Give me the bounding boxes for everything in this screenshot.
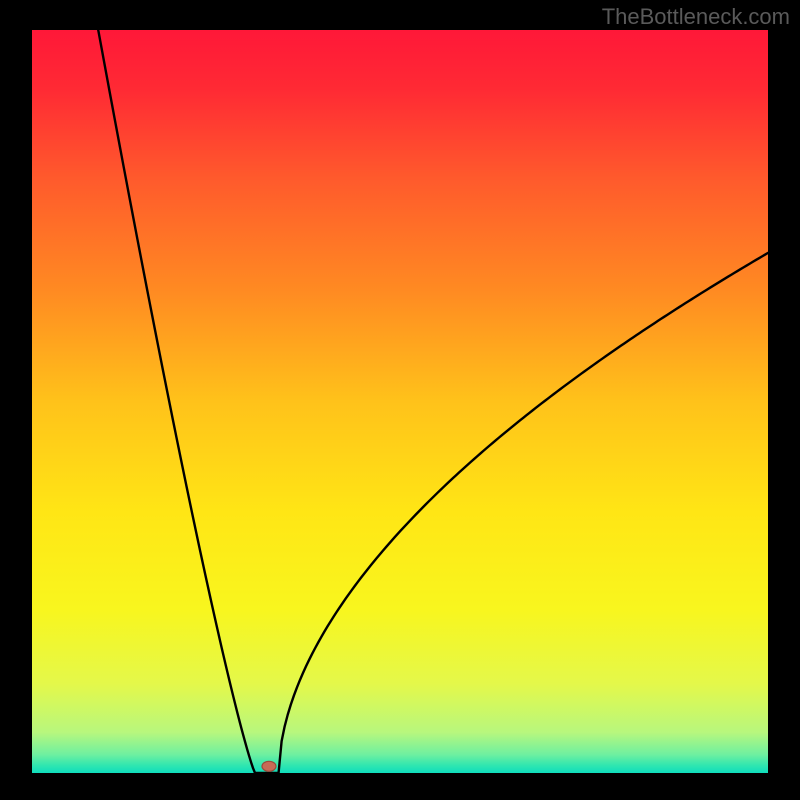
plot-area <box>32 30 768 773</box>
optimal-point-marker <box>262 761 276 771</box>
watermark-text: TheBottleneck.com <box>602 4 790 30</box>
chart-stage: TheBottleneck.com <box>0 0 800 800</box>
bottleneck-curve-layer <box>32 30 768 773</box>
bottleneck-curve <box>98 30 768 773</box>
